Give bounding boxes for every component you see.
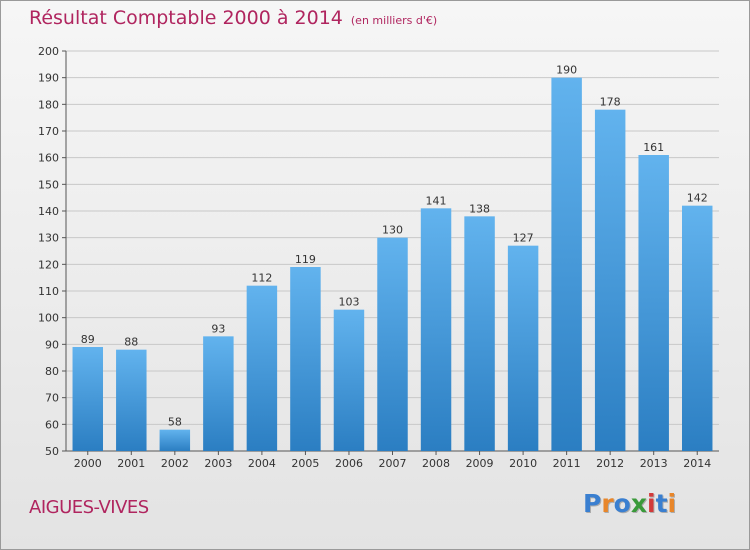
y-tick-label: 170: [38, 125, 59, 138]
value-label: 103: [338, 296, 359, 309]
value-label: 130: [382, 224, 403, 237]
y-tick-label: 60: [45, 418, 59, 431]
value-label: 178: [600, 96, 621, 109]
y-tick-label: 90: [45, 338, 59, 351]
y-tick-label: 70: [45, 392, 59, 405]
x-tick-label: 2008: [422, 457, 450, 470]
value-label: 88: [124, 336, 138, 349]
x-tick-label: 2014: [683, 457, 711, 470]
value-label: 161: [643, 141, 664, 154]
value-label: 127: [513, 232, 534, 245]
bar-2014: [681, 205, 713, 451]
x-tick-label: 2010: [509, 457, 537, 470]
y-tick-label: 160: [38, 152, 59, 165]
bar-2004: [246, 285, 278, 451]
x-tick-label: 2000: [74, 457, 102, 470]
y-tick-label: 50: [45, 445, 59, 458]
bars: [72, 77, 713, 452]
bar-2001: [116, 349, 147, 451]
value-label: 89: [81, 333, 95, 346]
value-label: 93: [211, 322, 225, 335]
bar-2006: [333, 309, 365, 451]
bar-2003: [203, 336, 234, 451]
bar-2010: [507, 245, 539, 451]
x-tick-label: 2006: [335, 457, 363, 470]
chart-title: Résultat Comptable 2000 à 2014 (en millie…: [29, 7, 437, 29]
x-tick-label: 2001: [117, 457, 145, 470]
y-tick-label: 100: [38, 312, 59, 325]
y-tick-label: 190: [38, 72, 59, 85]
y-tick-label: 150: [38, 178, 59, 191]
y-tick-label: 130: [38, 232, 59, 245]
value-label: 142: [687, 192, 708, 205]
town-name: AIGUES-VIVES: [29, 497, 149, 518]
bar-2005: [290, 267, 321, 451]
unit-text: (en milliers d'€): [350, 14, 438, 27]
x-tick-label: 2011: [553, 457, 581, 470]
y-tick-label: 180: [38, 98, 59, 111]
x-tick-label: 2009: [466, 457, 494, 470]
bar-2012: [594, 109, 626, 452]
labels: 50 60 70 80 90 100 110 120 130 140 150 160 170 180 190…: [38, 45, 711, 470]
x-tick-label: 2007: [379, 457, 407, 470]
y-tick-label: 140: [38, 205, 59, 218]
value-label: 141: [426, 194, 447, 207]
bar-2007: [377, 237, 408, 451]
x-tick-label: 2004: [248, 457, 276, 470]
x-tick-label: 2005: [291, 457, 319, 470]
bar-2008: [420, 208, 452, 451]
bar-2009: [464, 216, 495, 451]
title-text: Résultat Comptable 2000 à 2014: [29, 7, 343, 29]
value-label: 190: [556, 64, 577, 77]
value-label: 138: [469, 202, 490, 215]
x-tick-label: 2002: [161, 457, 189, 470]
proxiti-logo[interactable]: Proxiti: [583, 489, 677, 518]
value-label: 112: [251, 272, 272, 285]
y-tick-label: 80: [45, 365, 59, 378]
y-tick-label: 200: [38, 45, 59, 58]
x-tick-label: 2012: [596, 457, 624, 470]
bar-2002: [159, 429, 191, 451]
x-tick-label: 2013: [640, 457, 668, 470]
bar-2000: [72, 347, 104, 451]
bar-2011: [551, 77, 582, 452]
bar-2013: [638, 155, 669, 451]
y-tick-label: 120: [38, 258, 59, 271]
value-label: 119: [295, 253, 316, 266]
x-tick-label: 2003: [204, 457, 232, 470]
value-label: 58: [168, 416, 182, 429]
y-tick-label: 110: [38, 285, 59, 298]
